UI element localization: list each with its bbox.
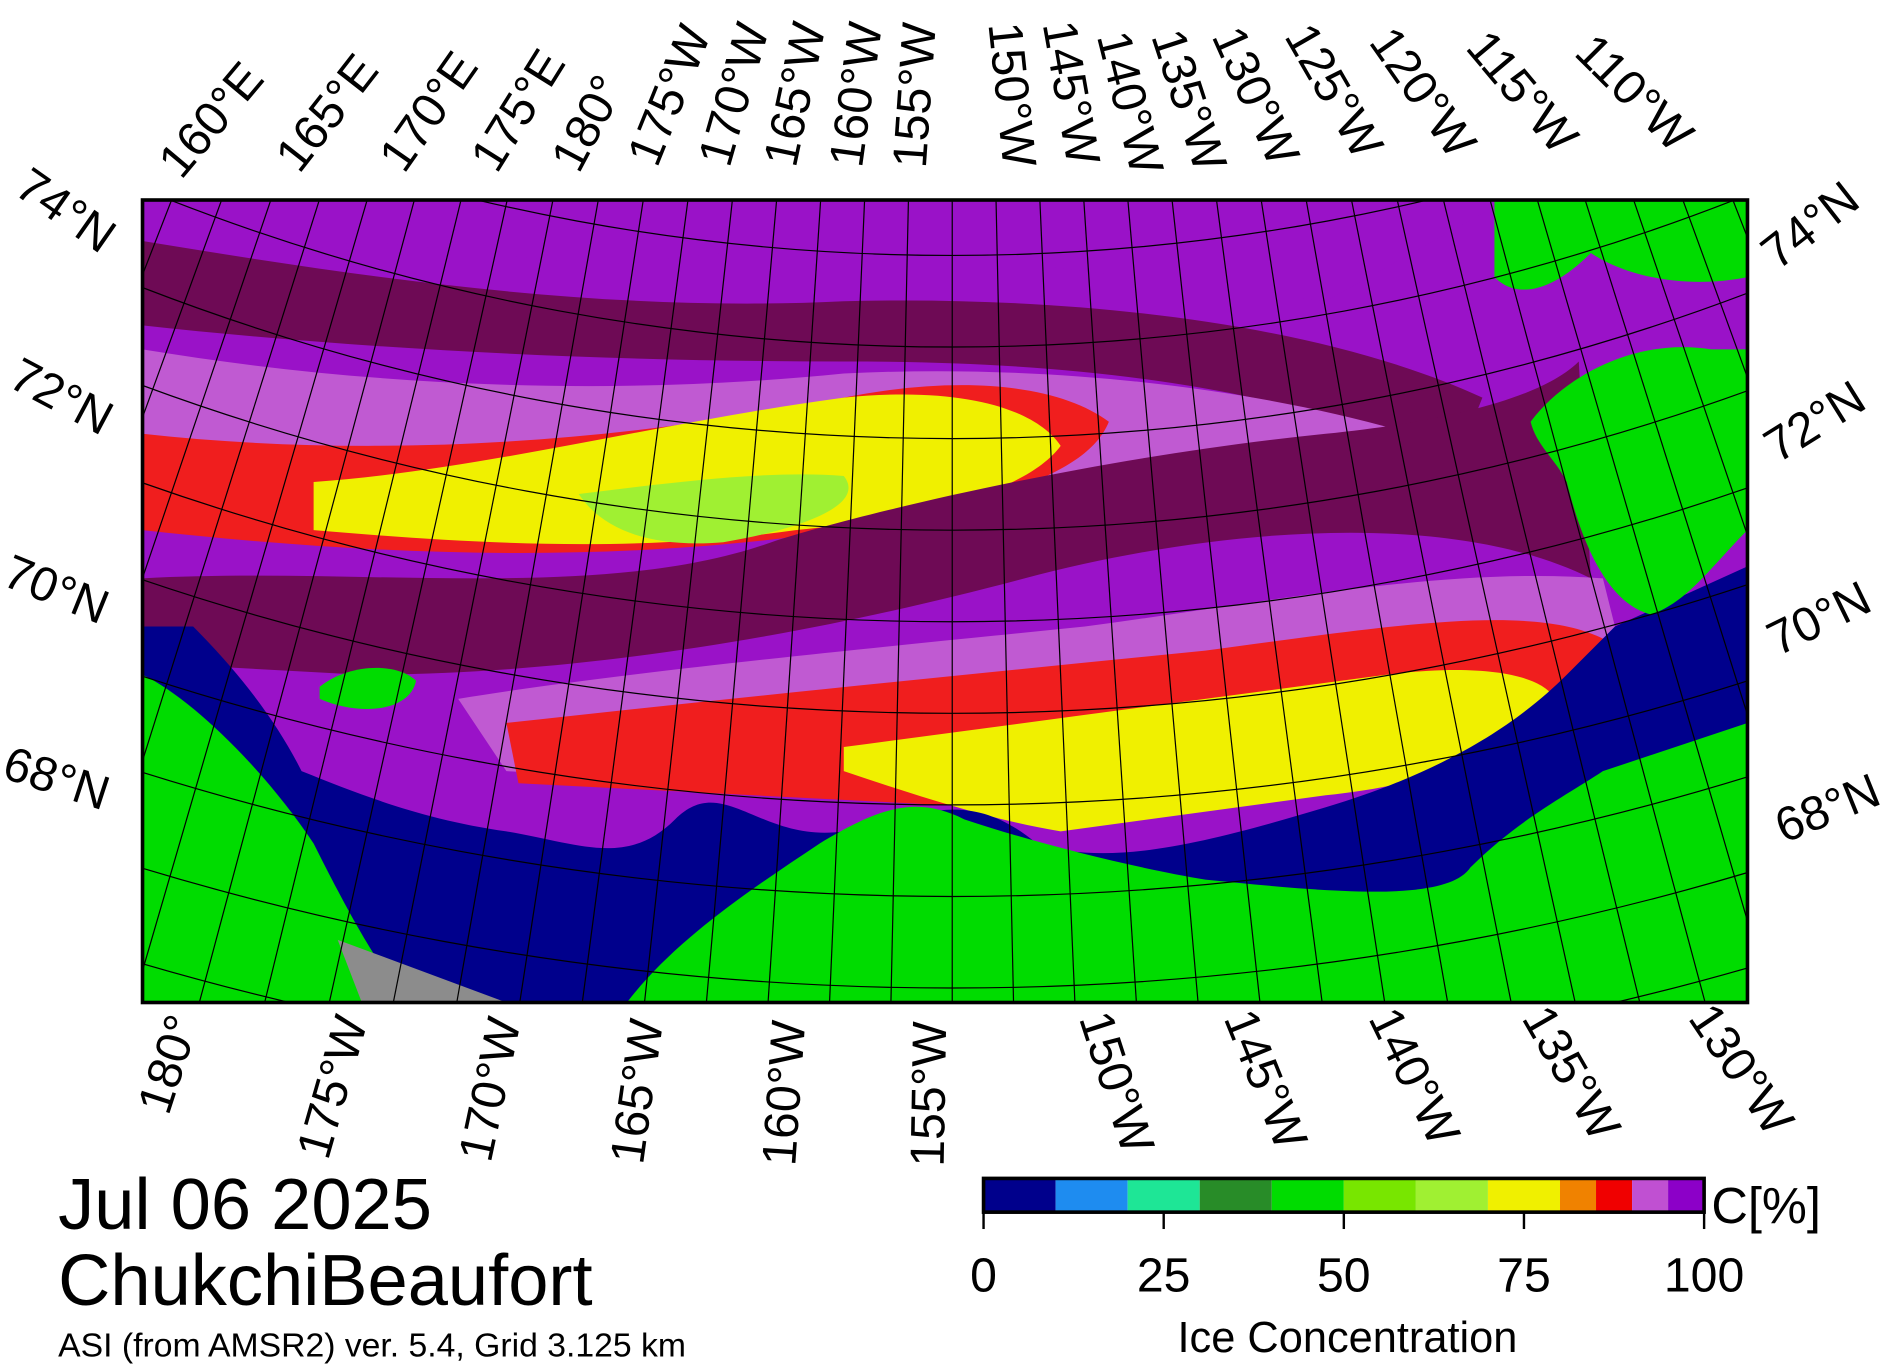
land-alaska — [626, 722, 1748, 1003]
meridian — [1584, 200, 1748, 717]
date: Jul 06 2025 — [58, 1165, 432, 1245]
meridian — [1350, 200, 1512, 1003]
left-latitude-label: 74°N — [6, 158, 125, 264]
map-image — [0, 0, 1890, 1003]
colorbar-tick-label: 25 — [1137, 1249, 1191, 1303]
meridian — [643, 200, 733, 1003]
colorbar-segment — [1199, 1178, 1272, 1213]
bottom-longitude-label: 145°W — [1213, 1002, 1318, 1157]
meridian — [1396, 200, 1576, 1003]
ice-band — [142, 361, 1591, 675]
right-latitude-label: 70°N — [1759, 571, 1879, 667]
colorbar-segment — [1668, 1178, 1705, 1213]
meridian — [1442, 200, 1641, 1003]
right-latitude-label: 74°N — [1751, 171, 1869, 280]
map-frame — [140, 198, 1750, 1005]
meridian — [0, 0, 118, 971]
meridian — [1260, 200, 1386, 1003]
meridian — [456, 200, 599, 1003]
meridian — [142, 200, 272, 580]
colorbar-segment — [1271, 1178, 1344, 1213]
right-latitude-label: 68°N — [1768, 763, 1888, 853]
bottom-longitude-label: 150°W — [1068, 1005, 1164, 1160]
graticule — [0, 0, 1890, 1003]
colorbar-segment — [1487, 1178, 1560, 1213]
meridian — [0, 0, 153, 1002]
meridian — [198, 200, 415, 1003]
meridian — [1536, 200, 1748, 924]
colorbar-segment — [1343, 1178, 1416, 1213]
meridian — [767, 200, 822, 1003]
colorbar-segment — [1415, 1178, 1488, 1213]
colorbar-label: Ice Concentration — [1178, 1314, 1518, 1362]
colorbar-segment — [1127, 1178, 1200, 1213]
region: ChukchiBeaufort — [58, 1241, 592, 1321]
meridian — [392, 200, 554, 1003]
meridian — [828, 200, 866, 1003]
meridian — [1305, 200, 1449, 1003]
source: ASI (from AMSR2) ver. 5.4, Grid 3.125 km — [58, 1327, 686, 1365]
meridian — [328, 200, 508, 1003]
colorbar-segment — [983, 1178, 1056, 1213]
ice-band — [142, 240, 1483, 458]
bottom-longitude-label: 135°W — [1511, 997, 1631, 1150]
right-latitude-label: 72°N — [1755, 370, 1875, 473]
land-arctic-islands — [1494, 200, 1748, 290]
top-longitude-label: 155°W — [883, 20, 947, 169]
meridian — [890, 200, 910, 1003]
meridian — [995, 200, 1015, 1003]
meridian — [1489, 200, 1706, 1003]
meridian — [142, 200, 320, 763]
ice-band — [313, 394, 1061, 545]
meridian — [142, 200, 368, 973]
bottom-longitude-label: 170°W — [449, 1012, 532, 1166]
colorbar-tick-label: 0 — [970, 1249, 997, 1303]
colorbar-segment — [1596, 1178, 1633, 1213]
meridian — [519, 200, 644, 1003]
colorbar-segment — [1559, 1178, 1597, 1213]
top-longitude-label: 160°E — [148, 52, 274, 188]
ice-band — [578, 474, 849, 544]
meridian — [1127, 200, 1199, 1003]
left-latitude-label: 68°N — [0, 736, 116, 821]
colorbar: 0 25 50 75 100 — [970, 1176, 1744, 1303]
colorbar-tick-label: 50 — [1317, 1249, 1371, 1303]
colorbar-segment — [1055, 1178, 1128, 1213]
land-banks-island — [1530, 347, 1748, 615]
bottom-longitude-label: 175°W — [286, 1009, 378, 1164]
bottom-longitude-label: 140°W — [1358, 999, 1470, 1154]
bottom-longitude-label: 180° — [127, 1008, 209, 1119]
ice-band — [843, 670, 1555, 832]
meridian — [1083, 200, 1138, 1003]
bottom-longitude-label: 160°W — [752, 1018, 816, 1167]
colorbar-tick-label: 75 — [1497, 1249, 1551, 1303]
top-longitude-label: 110°W — [1565, 24, 1704, 163]
top-longitude-label: 165°E — [265, 44, 389, 181]
meridian — [1752, 0, 1890, 1002]
meridian — [581, 200, 689, 1003]
meridian — [705, 200, 778, 1003]
colorbar-tick-label: 100 — [1664, 1249, 1744, 1303]
ice-top — [142, 200, 1507, 302]
left-latitude-label: 72°N — [1, 348, 121, 446]
meridian — [1215, 200, 1323, 1003]
meridian — [264, 200, 462, 1003]
meridian — [1039, 200, 1076, 1003]
bottom-longitude-label: 155°W — [901, 1021, 958, 1168]
top-longitude-label: 170°E — [369, 42, 489, 181]
colorbar-unit: C[%] — [1711, 1177, 1821, 1234]
bottom-longitude-label: 130°W — [1678, 994, 1804, 1145]
left-latitude-label: 70°N — [0, 545, 116, 635]
meridian — [1171, 200, 1261, 1003]
no-data — [337, 939, 507, 1003]
bottom-longitude-label: 165°W — [600, 1015, 674, 1167]
colorbar-segment — [1632, 1178, 1669, 1213]
